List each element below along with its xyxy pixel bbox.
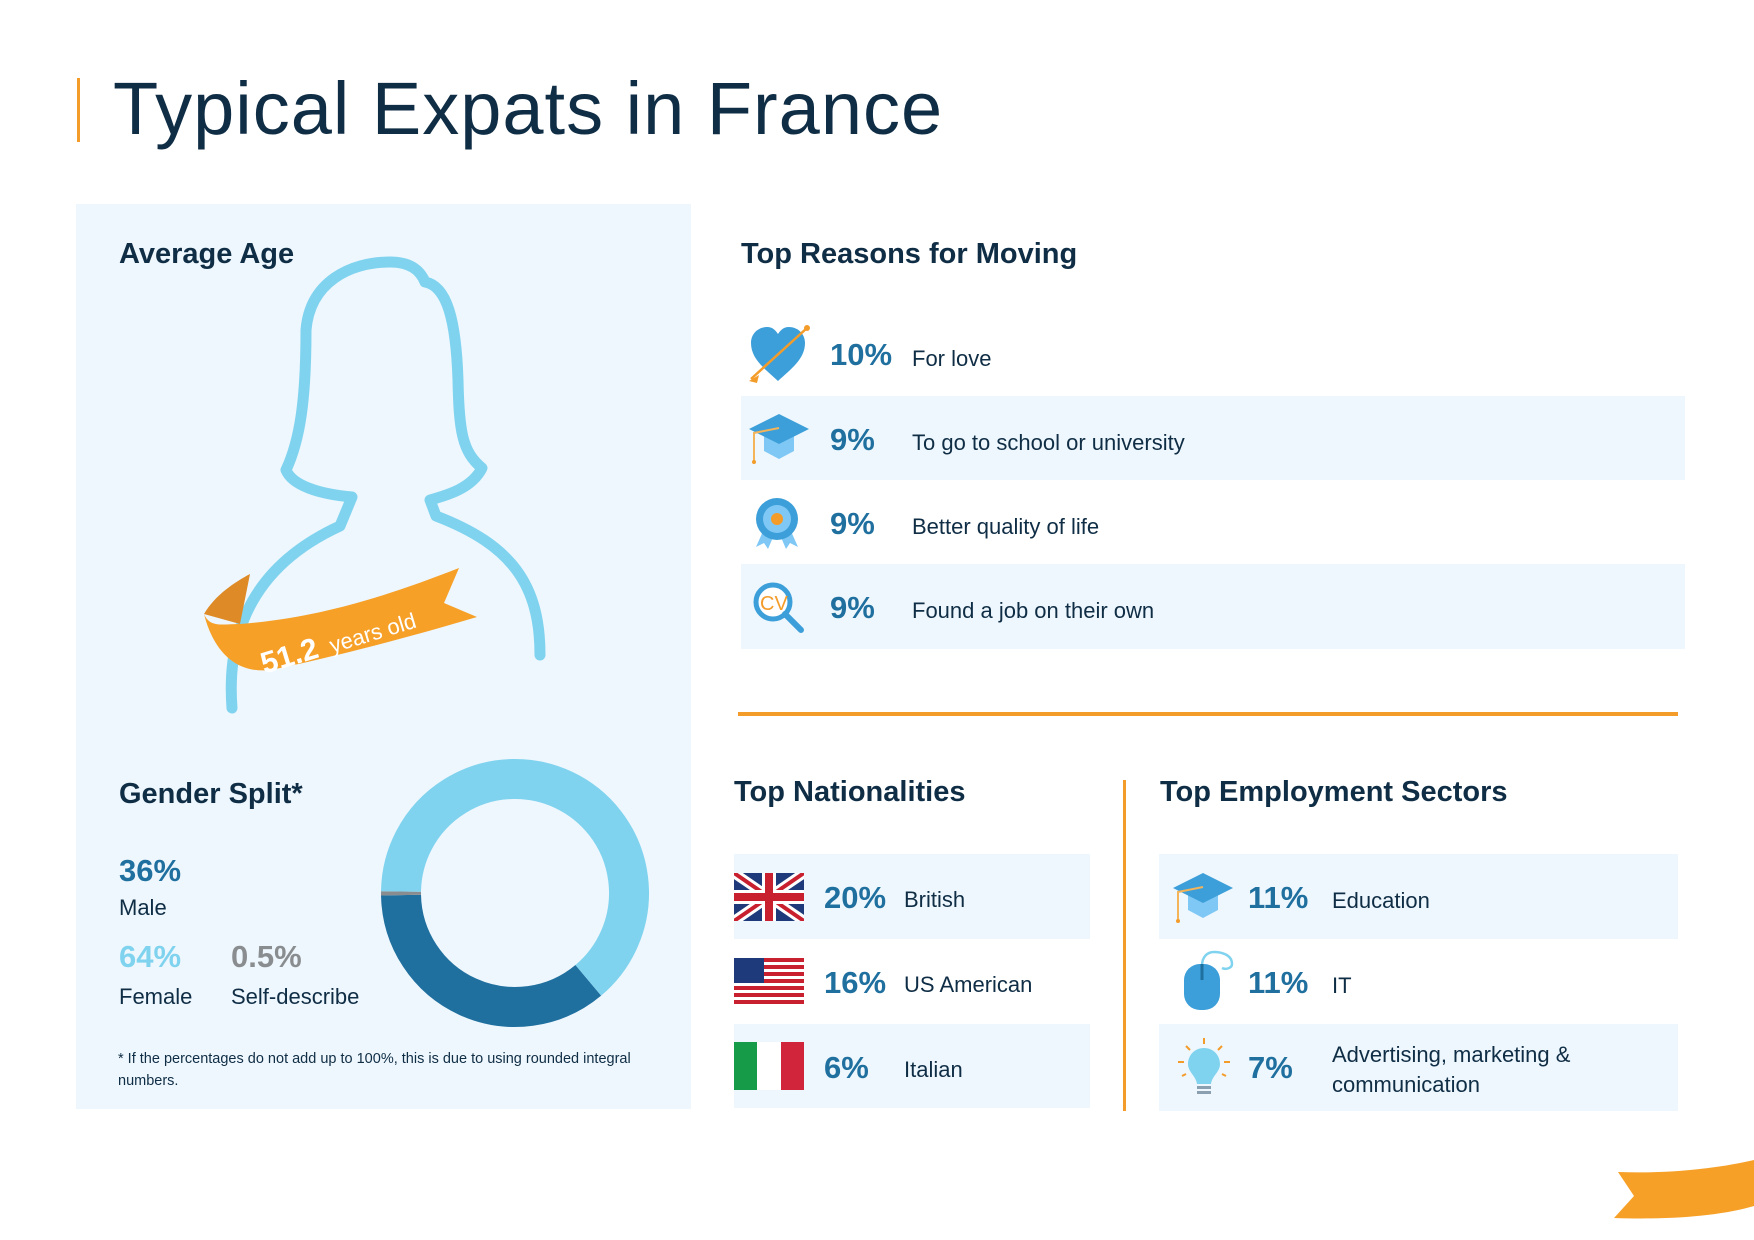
female-label: Female (119, 984, 193, 1009)
nationality-pct: 16% (824, 965, 887, 1000)
reason-pct: 9% (830, 590, 875, 625)
sectors-heading: Top Employment Sectors (1160, 776, 1508, 808)
reason-row-band (741, 396, 1685, 480)
lightbulb-icon (1178, 1038, 1230, 1094)
reason-pct: 9% (830, 506, 875, 541)
nationality-label: Italian (904, 1057, 963, 1082)
column-divider (1123, 780, 1126, 1111)
sector-label: IT (1332, 973, 1352, 998)
sector-pct: 11% (1248, 880, 1309, 915)
nationality-label: US American (904, 972, 1033, 997)
sector-row-band (1159, 1024, 1678, 1111)
uk-flag-icon (734, 873, 804, 921)
nationality-pct: 20% (824, 880, 887, 915)
sector-row-band (1159, 854, 1678, 939)
gender-split-heading: Gender Split* (119, 778, 303, 810)
nationality-pct: 6% (824, 1050, 869, 1085)
graduation-cap-icon (1173, 873, 1233, 923)
gender-donut-chart (381, 759, 649, 1027)
title-accent-bar (77, 78, 80, 142)
svg-text:CV: CV (760, 593, 788, 615)
reason-pct: 9% (830, 422, 875, 457)
reason-pct: 10% (830, 337, 893, 372)
heart-arrow-icon (749, 325, 810, 383)
us-flag-icon (734, 958, 804, 1006)
italy-flag-icon (734, 1042, 804, 1090)
reason-label: To go to school or university (912, 430, 1185, 455)
computer-mouse-icon (1184, 950, 1234, 1010)
footnote: * If the percentages do not add up to 10… (118, 1051, 631, 1089)
reason-row-band (741, 564, 1685, 649)
section-divider (738, 712, 1678, 716)
average-age-heading: Average Age (119, 238, 295, 270)
reason-label: Found a job on their own (912, 598, 1155, 623)
nationalities-heading: Top Nationalities (734, 776, 966, 808)
male-pct: 36% (119, 853, 182, 888)
donut-segment-male (381, 894, 602, 1027)
decorative-ribbon (1614, 1160, 1754, 1219)
self-describe-label: Self-describe (231, 984, 360, 1009)
age-ribbon: 51.2 years old (204, 568, 477, 681)
reason-label: For love (912, 346, 992, 371)
reason-label: Better quality of life (912, 514, 1100, 539)
nationality-label: British (904, 887, 966, 912)
donut-segment-female (381, 759, 649, 996)
male-label: Male (119, 895, 167, 920)
reasons-heading: Top Reasons for Moving (741, 238, 1078, 270)
self-describe-pct: 0.5% (231, 939, 302, 974)
sector-label: Education (1332, 888, 1430, 913)
page-title: Typical Expats in France (113, 67, 944, 150)
cv-search-icon: CV (753, 582, 804, 633)
award-badge-icon (756, 498, 798, 549)
female-pct: 64% (119, 939, 182, 974)
woman-silhouette-icon (225, 256, 546, 714)
sector-pct: 11% (1248, 965, 1309, 1000)
sector-label: Advertising, marketing & communication (1332, 1042, 1571, 1097)
graduation-cap-icon (749, 414, 809, 464)
sector-pct: 7% (1248, 1050, 1293, 1085)
